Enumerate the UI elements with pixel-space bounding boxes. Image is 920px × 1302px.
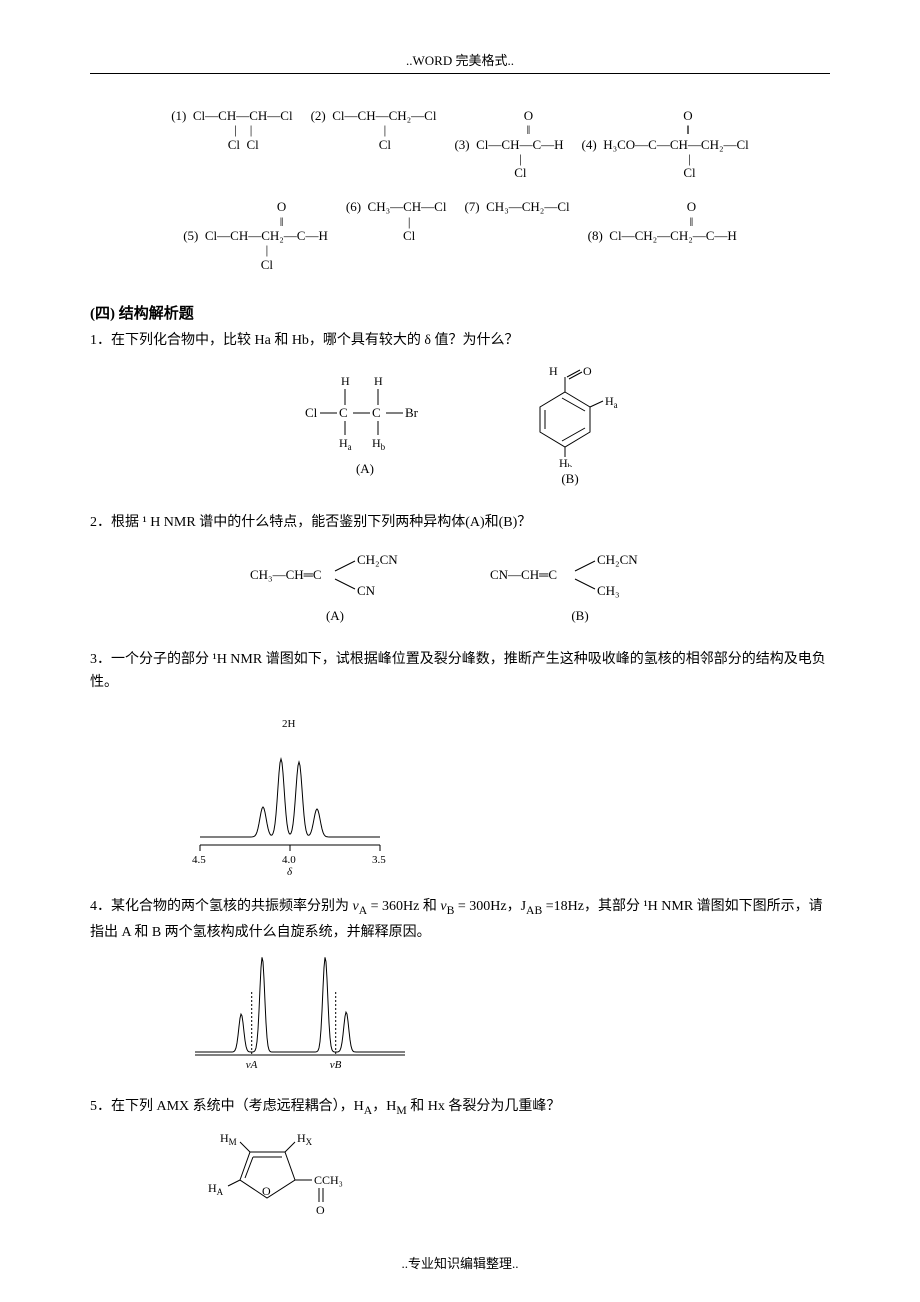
molecule-2: (2) Cl—CH—CH₂—Cl | Cl: [311, 109, 437, 180]
q1-mol-a: Cl C C Br H H Ha Hb (A): [295, 367, 435, 487]
svg-text:Ha: Ha: [605, 394, 618, 410]
svg-text:O: O: [316, 1203, 325, 1217]
svg-text:CH₂CN: CH₂CN: [357, 552, 398, 567]
svg-text:H: H: [549, 367, 558, 378]
svg-text:νB: νB: [330, 1059, 342, 1071]
svg-text:H: H: [374, 374, 383, 388]
q2-label-a: (A): [245, 608, 425, 624]
page-container: ..WORD 完美格式.. (1) Cl—CH—CH—Cl | | Cl Cl …: [0, 0, 920, 1302]
svg-text:Hb: Hb: [372, 436, 386, 452]
svg-text:HA: HA: [208, 1181, 224, 1197]
q1-structure-a: Cl C C Br H H Ha Hb: [295, 367, 435, 457]
q1-label-b: (B): [515, 471, 625, 487]
question-1: 1．在下列化合物中，比较 Ha 和 Hb，哪个具有较大的 δ 值？为什么？: [90, 329, 830, 353]
molecule-6: (6) CH₃—CH—Cl | Cl: [346, 200, 447, 271]
svg-text:CN—CH═C: CN—CH═C: [490, 567, 557, 582]
section-title: (四) 结构解析题: [90, 302, 830, 323]
svg-text:H: H: [341, 374, 350, 388]
molecule-row-1: (1) Cl—CH—CH—Cl | | Cl Cl (2) Cl—CH—CH₂—…: [90, 109, 830, 180]
q2-figure: CH₃—CH═C CH₂CN CN (A) CN—CH═C CH₂CN CH₃ …: [90, 549, 830, 624]
page-header: ..WORD 完美格式..: [90, 50, 830, 74]
svg-text:Br: Br: [405, 405, 419, 420]
question-2: 2．根据 ¹ H NMR 谱中的什么特点，能否鉴别下列两种异构体(A)和(B)？: [90, 511, 830, 535]
q5-furan-structure: O HM HX HA CCH₃ O: [200, 1132, 370, 1222]
molecule-4: O ‖ (4) H₃CO—C—CH—CH₂—Cl | Cl: [582, 109, 749, 180]
svg-text:νA: νA: [246, 1059, 258, 1071]
svg-text:CH₃: CH₃: [597, 583, 620, 598]
svg-text:CH₃—CH═C: CH₃—CH═C: [250, 567, 322, 582]
q3-figure: 4.5 4.0 3.5 δ 2H: [90, 707, 830, 877]
molecule-row-2: O ‖ (5) Cl—CH—CH₂—C—H | Cl (6) CH₃—CH—Cl…: [90, 200, 830, 271]
question-3: 3．一个分子的部分 ¹H NMR 谱图如下，试根据峰位置及裂分峰数，推断产生这种…: [90, 648, 830, 696]
svg-text:Cl: Cl: [305, 405, 318, 420]
molecule-8: O ‖ (8) Cl—CH₂—CH₂—C—H: [588, 200, 737, 271]
molecule-1: (1) Cl—CH—CH—Cl | | Cl Cl: [171, 109, 292, 180]
svg-text:Ha: Ha: [339, 436, 352, 452]
q2-label-b: (B): [485, 608, 675, 624]
molecule-3: O ‖ (3) Cl—CH—C—H | Cl: [454, 109, 563, 180]
page-footer: ..专业知识编辑整理..: [0, 1253, 920, 1272]
svg-text:2H: 2H: [282, 718, 296, 730]
molecule-7: (7) CH₃—CH₂—Cl: [464, 200, 569, 271]
q4-nmr-chart: νA νB: [180, 957, 420, 1077]
q4-figure: νA νB: [90, 957, 830, 1077]
q1-structure-b: H O Ha Hb: [515, 367, 625, 467]
svg-text:CN: CN: [357, 583, 376, 598]
svg-text:Hb: Hb: [559, 456, 573, 467]
svg-text:4.5: 4.5: [192, 854, 206, 866]
svg-text:C: C: [339, 405, 348, 420]
q1-figure: Cl C C Br H H Ha Hb (A): [90, 367, 830, 487]
molecule-5: O ‖ (5) Cl—CH—CH₂—C—H | Cl: [183, 200, 328, 271]
svg-text:HX: HX: [297, 1132, 313, 1147]
svg-text:4.0: 4.0: [282, 854, 296, 866]
svg-text:CCH₃: CCH₃: [314, 1173, 343, 1187]
q1-mol-b: H O Ha Hb (B): [515, 367, 625, 487]
svg-text:3.5: 3.5: [372, 854, 386, 866]
q2-mol-b: CN—CH═C CH₂CN CH₃ (B): [485, 549, 675, 624]
q3-nmr-chart: 4.5 4.0 3.5 δ 2H: [180, 707, 400, 877]
svg-text:CH₂CN: CH₂CN: [597, 552, 638, 567]
svg-text:δ: δ: [287, 866, 293, 877]
q1-label-a: (A): [295, 461, 435, 477]
q2-mol-a: CH₃—CH═C CH₂CN CN (A): [245, 549, 425, 624]
svg-text:O: O: [583, 367, 592, 378]
question-5: 5．在下列 AMX 系统中（考虑远程耦合），HA，HM 和 Hx 各裂分为几重峰…: [90, 1095, 830, 1121]
q5-figure: O HM HX HA CCH₃ O: [90, 1132, 830, 1222]
q2-structure-b: CN—CH═C CH₂CN CH₃: [485, 549, 675, 604]
q2-structure-a: CH₃—CH═C CH₂CN CN: [245, 549, 425, 604]
svg-text:O: O: [262, 1184, 271, 1198]
svg-text:HM: HM: [220, 1132, 237, 1147]
svg-text:C: C: [372, 405, 381, 420]
question-4: 4．某化合物的两个氢核的共振频率分别为 νA = 360Hz 和 νB = 30…: [90, 895, 830, 944]
